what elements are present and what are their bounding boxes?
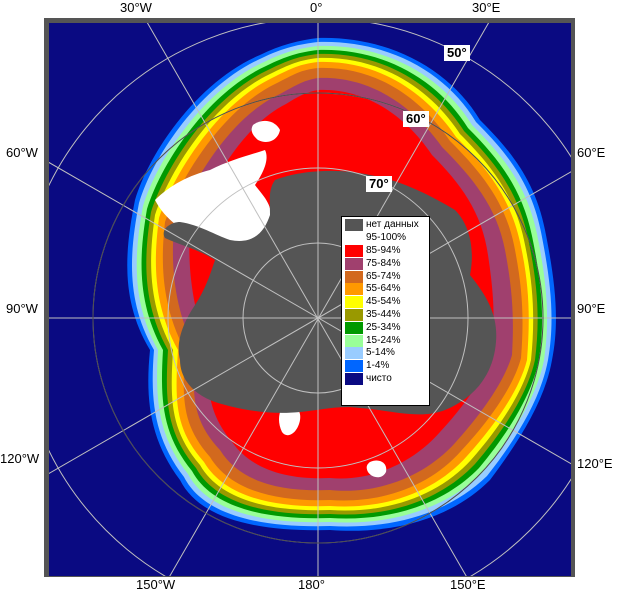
lat-label-50: 50°: [444, 45, 470, 61]
legend-item: 1-4%: [345, 360, 426, 373]
legend-item: 95-100%: [345, 232, 426, 245]
lon-label-30e-top: 30°E: [472, 0, 501, 15]
legend-item: 15-24%: [345, 334, 426, 347]
lon-label-120w: 120°W: [0, 451, 40, 466]
legend-swatch: [345, 219, 363, 232]
legend-label: 25-34%: [366, 321, 401, 333]
ice-patch-95-100-small-2: [279, 405, 301, 436]
legend-item: 5-14%: [345, 347, 426, 360]
lon-label-120e: 120°E: [577, 456, 613, 471]
lon-label-60e: 60°E: [577, 145, 606, 160]
lat-label-60: 60°: [403, 111, 429, 127]
legend-label: 35-44%: [366, 308, 401, 320]
lon-label-60w: 60°W: [6, 145, 38, 160]
legend-label: 55-64%: [366, 283, 401, 295]
meridian-30w-150e: [146, 23, 467, 576]
ice-patch-95-100-weddell: [155, 150, 272, 258]
legend-swatch: [345, 283, 363, 296]
lon-label-180: 180°: [298, 577, 325, 592]
lon-label-0-top: 0°: [310, 0, 323, 15]
legend-swatch: [345, 308, 363, 321]
legend-item: 75-84%: [345, 257, 426, 270]
legend-label: 15-24%: [366, 334, 401, 346]
legend-label: 85-94%: [366, 244, 401, 256]
legend-item: чисто: [345, 372, 426, 386]
ice-patch-95-100-small-1: [251, 120, 280, 142]
lon-label-150e: 150°E: [450, 577, 486, 592]
legend-item: 35-44%: [345, 308, 426, 322]
legend-swatch: [345, 321, 363, 334]
legend-swatch: [345, 360, 363, 373]
legend-label: 75-84%: [366, 257, 401, 269]
latitude-circles-dark: [92, 92, 544, 544]
latitude-circle-60-dark: [92, 92, 544, 544]
legend-item: 45-54%: [345, 296, 426, 309]
legend-label: чисто: [366, 372, 392, 384]
legend-item: 25-34%: [345, 321, 426, 334]
ice-patch-95-100-small-3: [366, 460, 387, 478]
meridian-60e-120w: [49, 171, 571, 475]
legend-swatch: [345, 232, 363, 245]
meridian-60w-120e: [49, 161, 571, 465]
legend-swatch: [345, 296, 363, 309]
legend-swatch: [345, 334, 363, 347]
lon-label-150w: 150°W: [136, 577, 176, 592]
lat-label-70: 70°: [366, 176, 392, 192]
legend-swatch: [345, 257, 363, 270]
meridian-30e-150w: [169, 23, 490, 576]
legend-swatch: [345, 270, 363, 283]
legend-label: 1-4%: [366, 360, 390, 372]
legend-label: 95-100%: [366, 232, 407, 244]
lon-label-30w-top: 30°W: [120, 0, 152, 15]
legend-item: 65-74%: [345, 270, 426, 283]
legend-item: 55-64%: [345, 283, 426, 296]
legend-item: нет данных: [345, 219, 426, 232]
legend-swatch: [345, 347, 363, 360]
legend-label: нет данных: [366, 219, 419, 231]
legend-label: 5-14%: [366, 347, 395, 359]
legend-label: 45-54%: [366, 296, 401, 308]
legend-label: 65-74%: [366, 270, 401, 282]
lon-label-90w: 90°W: [6, 301, 38, 316]
legend-swatch: [345, 244, 363, 257]
concentration-legend: нет данных 95-100% 85-94% 75-84% 65-74% 55-64…: [341, 216, 430, 406]
lon-label-90e: 90°E: [577, 301, 606, 316]
legend-swatch: [345, 372, 363, 385]
legend-item: 85-94%: [345, 244, 426, 258]
